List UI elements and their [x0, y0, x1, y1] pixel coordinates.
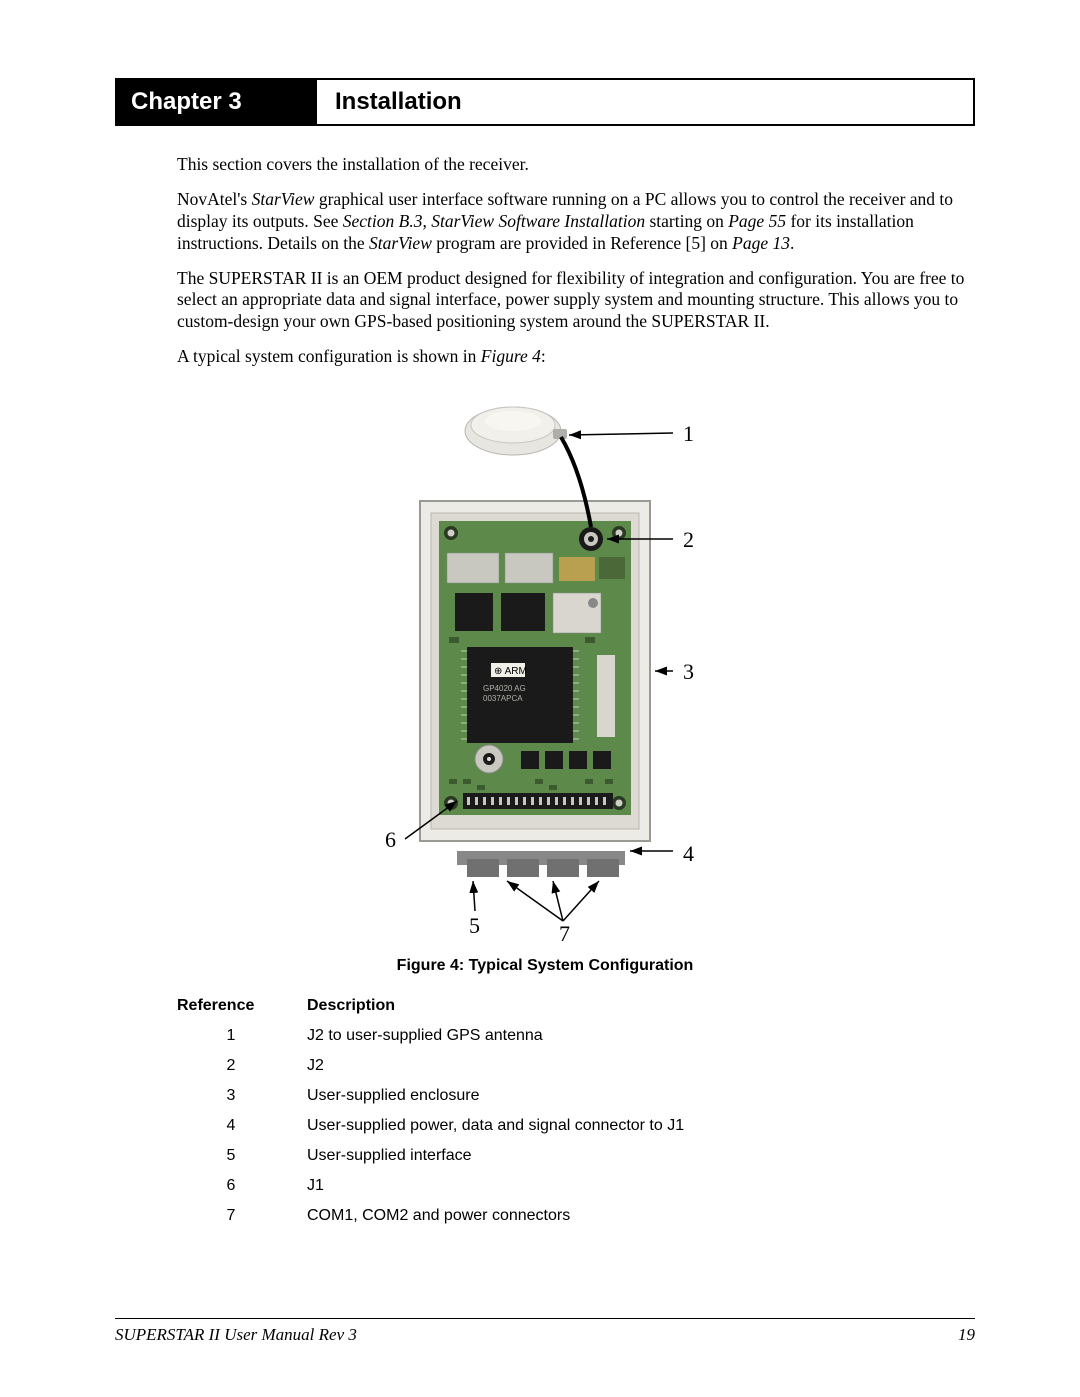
chapter-number-box: Chapter 3	[117, 80, 317, 124]
callout-4: 4	[683, 841, 694, 866]
figure-svg: ⊕ ARM GP4020 AG 0037APCA	[285, 381, 805, 951]
ref-num: 1	[201, 1027, 261, 1045]
paragraph-4: A typical system configuration is shown …	[177, 346, 975, 368]
chapter-header: Chapter 3 Installation	[115, 78, 975, 126]
figure-caption: Figure 4: Typical System Configuration	[115, 957, 975, 975]
text: NovAtel's	[177, 189, 252, 209]
text-italic: Page 13	[732, 233, 790, 253]
ref-desc: User-supplied interface	[307, 1147, 472, 1165]
chapter-title: Installation	[317, 80, 480, 124]
ref-num: 5	[201, 1147, 261, 1165]
svg-text:⊕ ARM: ⊕ ARM	[494, 666, 527, 677]
ref-num: 4	[201, 1117, 261, 1135]
callout-6: 6	[385, 827, 396, 852]
table-row: 3 User-supplied enclosure	[177, 1087, 975, 1105]
ref-desc: COM1, COM2 and power connectors	[307, 1207, 570, 1225]
text-italic: Section B.3, StarView Software Installat…	[343, 211, 645, 231]
header-description: Description	[307, 997, 395, 1015]
table-header: Reference Description	[177, 997, 975, 1015]
callout-1: 1	[683, 421, 694, 446]
ref-num: 2	[201, 1057, 261, 1075]
text: program are provided in Reference [5] on	[432, 233, 732, 253]
text-italic: Page 55	[728, 211, 786, 231]
table-row: 7 COM1, COM2 and power connectors	[177, 1207, 975, 1225]
table-row: 4 User-supplied power, data and signal c…	[177, 1117, 975, 1135]
table-row: 6 J1	[177, 1177, 975, 1195]
ref-desc: J2 to user-supplied GPS antenna	[307, 1027, 543, 1045]
callout-7: 7	[559, 921, 570, 946]
callout-3: 3	[683, 659, 694, 684]
text: starting on	[645, 211, 728, 231]
header-reference: Reference	[177, 997, 307, 1015]
ref-desc: J1	[307, 1177, 324, 1195]
chapter-title-text: Installation	[335, 88, 462, 116]
text: :	[541, 346, 546, 366]
footer: SUPERSTAR II User Manual Rev 3 19	[115, 1325, 975, 1345]
svg-text:0037APCA: 0037APCA	[483, 694, 523, 703]
text-italic: StarView	[252, 189, 315, 209]
page: Chapter 3 Installation This section cove…	[0, 0, 1080, 1397]
ref-num: 6	[201, 1177, 261, 1195]
ref-desc: User-supplied enclosure	[307, 1087, 480, 1105]
footer-page-number: 19	[958, 1325, 975, 1345]
chapter-label: Chapter 3	[131, 88, 242, 116]
ref-num: 3	[201, 1087, 261, 1105]
figure-4: ⊕ ARM GP4020 AG 0037APCA	[115, 381, 975, 951]
callout-2: 2	[683, 527, 694, 552]
table-row: 1 J2 to user-supplied GPS antenna	[177, 1027, 975, 1045]
footer-rule	[115, 1318, 975, 1319]
text: A typical system configuration is shown …	[177, 346, 481, 366]
svg-text:GP4020 AG: GP4020 AG	[483, 684, 526, 693]
table-row: 2 J2	[177, 1057, 975, 1075]
callout-5: 5	[469, 913, 480, 938]
text: .	[790, 233, 794, 253]
ref-desc: J2	[307, 1057, 324, 1075]
paragraph-1: This section covers the installation of …	[177, 154, 975, 176]
ref-num: 7	[201, 1207, 261, 1225]
footer-left: SUPERSTAR II User Manual Rev 3	[115, 1325, 357, 1345]
ref-desc: User-supplied power, data and signal con…	[307, 1117, 684, 1135]
table-row: 5 User-supplied interface	[177, 1147, 975, 1165]
paragraph-2: NovAtel's StarView graphical user interf…	[177, 189, 975, 255]
paragraph-3: The SUPERSTAR II is an OEM product desig…	[177, 268, 975, 334]
text-italic: Figure 4	[481, 346, 541, 366]
text-italic: StarView	[369, 233, 432, 253]
reference-table: Reference Description 1 J2 to user-suppl…	[177, 997, 975, 1225]
